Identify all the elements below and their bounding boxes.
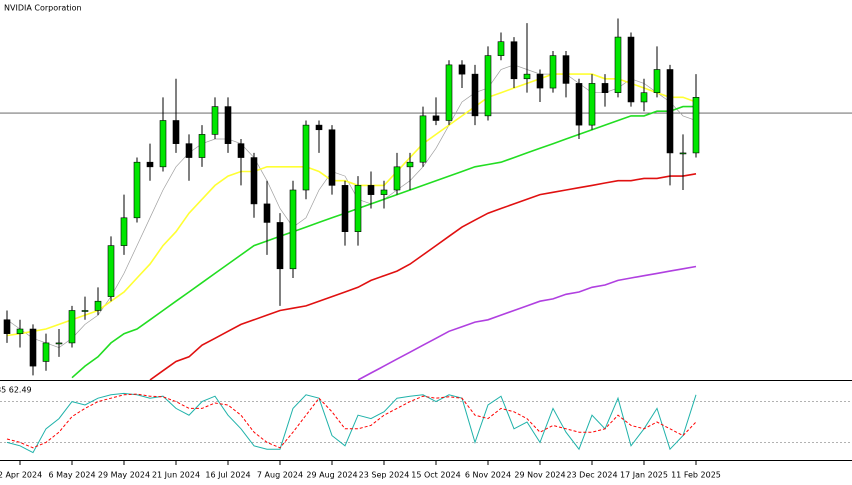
- x-tick-label: 23 Dec 2024: [566, 471, 617, 480]
- candle-body: [562, 55, 570, 84]
- candle-body: [107, 245, 115, 297]
- candle-body: [237, 143, 245, 158]
- candle-body: [55, 342, 63, 345]
- stochastic-d: [6, 393, 697, 449]
- candle-body: [289, 189, 297, 270]
- candle-body: [510, 41, 518, 80]
- price-panel: [0, 18, 852, 380]
- x-tick-label: 16 Jul 2024: [205, 471, 250, 480]
- candle-body: [263, 203, 271, 223]
- x-tick-label: 17 Jan 2025: [620, 471, 668, 480]
- candle-body: [250, 157, 258, 205]
- candle-body: [458, 64, 466, 75]
- x-tick-label: 29 May 2024: [98, 471, 150, 480]
- candle-body: [380, 189, 388, 195]
- moving-average: [149, 173, 697, 380]
- candle-body: [94, 300, 102, 311]
- candle-body: [393, 166, 401, 191]
- x-tick-label: 23 Sep 2024: [359, 471, 410, 480]
- stochastic-panel: [0, 392, 852, 454]
- candle-body: [627, 36, 635, 103]
- x-tick-label: 6 May 2024: [48, 471, 95, 480]
- candle-body: [367, 185, 375, 195]
- x-tick-label: 7 Aug 2024: [257, 471, 303, 480]
- indicator-label: 85 62.49: [0, 386, 32, 395]
- x-tick-label: 6 Nov 2024: [465, 471, 511, 480]
- candle-body: [666, 69, 674, 154]
- moving-average: [6, 73, 697, 337]
- candle-body: [3, 319, 11, 334]
- candle-body: [16, 328, 24, 334]
- candle-body: [146, 161, 154, 168]
- candle-body: [588, 83, 596, 126]
- candle-body: [653, 69, 661, 93]
- candle-body: [185, 143, 193, 158]
- candle-body: [120, 217, 128, 246]
- x-tick-label: 15 Oct 2024: [411, 471, 460, 480]
- candle-body: [68, 310, 76, 344]
- candle-body: [640, 92, 648, 103]
- x-tick-label: 29 Nov 2024: [514, 471, 565, 480]
- chart-title: NVIDIA Corporation: [4, 4, 82, 13]
- moving-average: [357, 265, 697, 380]
- candle-body: [29, 328, 37, 367]
- candle-body: [172, 120, 180, 144]
- candle-body: [432, 115, 440, 121]
- candle-body: [341, 185, 349, 233]
- candle-body: [497, 41, 505, 56]
- candle-body: [328, 129, 336, 186]
- x-axis: 2 Apr 2024 6 May 2024 29 May 2024 21 Jun 20…: [0, 460, 721, 480]
- candle-body: [484, 55, 492, 117]
- candle-body: [315, 124, 323, 131]
- candle-body: [549, 55, 557, 89]
- candle-body: [523, 73, 531, 80]
- candle-body: [601, 83, 609, 93]
- candle-body: [679, 152, 687, 155]
- candle-body: [692, 97, 700, 154]
- candle-body: [302, 124, 310, 191]
- candle-body: [575, 83, 583, 126]
- candle-body: [211, 106, 219, 135]
- candle-body: [419, 115, 427, 163]
- candle-body: [354, 185, 362, 233]
- candle-body: [42, 342, 50, 362]
- candle-body: [276, 222, 284, 270]
- candle-body: [536, 73, 544, 89]
- x-tick-label: 29 Aug 2024: [306, 471, 357, 480]
- stochastic-k: [6, 392, 697, 454]
- x-tick-label: 11 Feb 2025: [671, 471, 721, 480]
- candle-body: [445, 64, 453, 121]
- candle-body: [224, 106, 232, 144]
- x-tick-label: 21 Jun 2024: [152, 471, 200, 480]
- candle-body: [159, 120, 167, 168]
- candle-body: [81, 310, 89, 312]
- candle-body: [614, 36, 622, 93]
- candle-body: [406, 161, 414, 168]
- x-tick-label: 2 Apr 2024: [0, 471, 42, 480]
- candle-body: [198, 134, 206, 158]
- candle-body: [133, 161, 141, 219]
- candle-body: [471, 73, 479, 117]
